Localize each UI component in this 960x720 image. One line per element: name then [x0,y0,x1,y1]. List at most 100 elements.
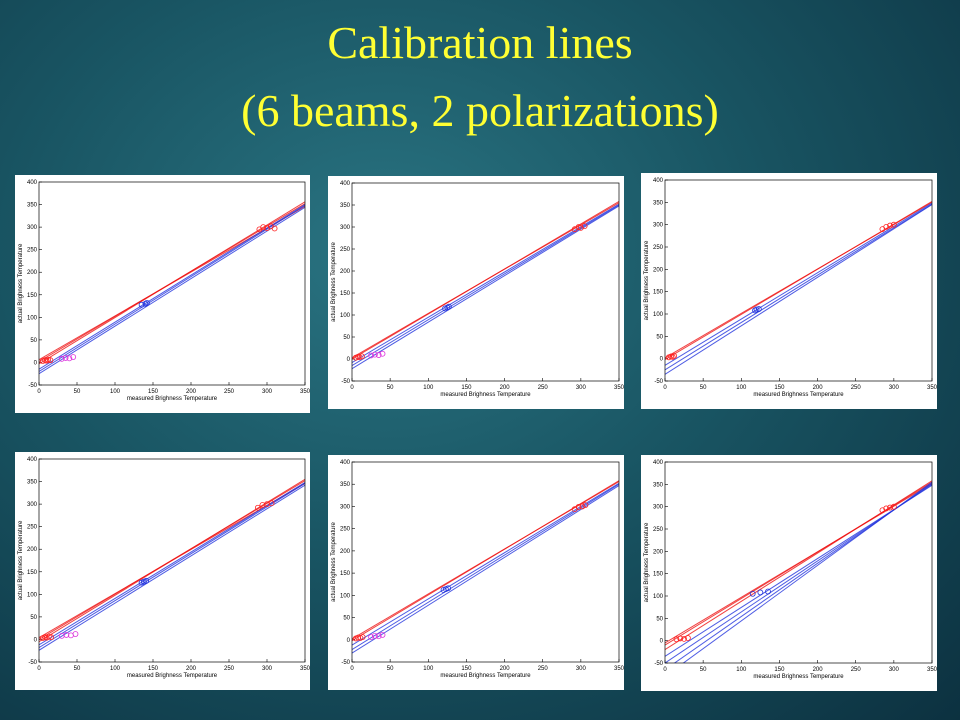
x-tick-label: 300 [889,385,900,391]
calibration-line [665,202,932,366]
data-point [271,225,278,232]
x-tick-label: 350 [927,667,938,673]
y-tick-label: 0 [347,357,351,363]
slide-title: Calibration lines [327,17,633,68]
x-tick-label: 0 [663,385,667,391]
y-tick-label: 100 [653,594,664,600]
data-point [890,503,897,510]
y-tick-label: 300 [27,225,38,231]
x-tick-label: 0 [37,389,41,395]
axes-box [664,461,933,664]
data-point [359,634,366,641]
y-axis-label: actual Brighness Temperature [18,520,24,600]
y-tick-label: 350 [340,482,351,488]
y-tick-label: 50 [30,615,37,621]
data-point [379,631,386,638]
y-tick-label: 150 [27,570,38,576]
y-tick-label: 200 [27,270,38,276]
y-tick-label: -50 [654,661,663,667]
data-point [379,350,386,357]
y-tick-label: 250 [653,527,664,533]
data-point [669,353,676,360]
x-tick-label: 200 [500,666,511,672]
x-axis-label: measured Brighness Temperature [440,673,531,679]
x-tick-label: 350 [300,389,311,395]
y-tick-label: 0 [660,357,664,363]
x-tick-label: 250 [851,385,862,391]
data-point [375,633,382,640]
data-point [142,300,149,307]
data-point [579,503,586,510]
x-tick-label: 350 [614,666,625,672]
x-tick-label: 250 [851,667,862,673]
y-axis-label: actual Brighness Temperature [331,522,337,602]
data-point [887,222,893,229]
y-tick-label: -50 [28,383,37,389]
y-tick-label: -50 [341,660,350,666]
calibration-line [39,206,305,375]
x-axis-label: measured Brighness Temperature [127,673,218,679]
y-tick-label: 200 [27,547,38,553]
y-tick-label: 400 [340,460,351,466]
x-tick-label: 150 [461,385,472,391]
x-tick-label: 100 [736,667,747,673]
x-tick-label: 150 [148,389,159,395]
y-axis-label: actual Brighness Temperature [644,522,650,602]
x-tick-label: 50 [74,666,81,672]
data-point [138,301,145,308]
y-tick-label: 350 [27,203,38,209]
y-tick-label: 300 [27,502,38,508]
x-tick-label: 0 [350,385,354,391]
y-tick-label: 100 [340,313,351,319]
x-tick-label: 300 [262,389,273,395]
x-tick-label: 100 [110,666,121,672]
plot-data [352,480,619,654]
x-tick-label: 100 [423,385,434,391]
x-axis-label: measured Brighness Temperature [753,674,844,680]
calibration-line [39,205,305,372]
axes-box [664,179,933,382]
data-point [671,353,678,359]
data-point [143,577,150,584]
data-point [260,224,267,231]
data-point [371,351,378,358]
y-tick-label: 50 [343,616,350,622]
calibration-line [352,485,619,654]
data-point [62,355,69,361]
axes-box [351,182,620,382]
calibration-line [39,482,305,646]
calibration-line [665,203,932,371]
plot-data [665,480,932,663]
y-tick-label: 300 [340,504,351,510]
y-tick-label: 400 [653,178,664,184]
x-tick-label: 300 [889,667,900,673]
y-tick-label: 250 [340,527,351,533]
x-tick-label: 250 [224,389,235,395]
y-tick-label: 400 [653,460,664,466]
panel-background [641,173,937,409]
x-tick-label: 150 [461,666,472,672]
axes-box [38,181,306,386]
y-tick-label: 200 [653,267,664,273]
data-point [371,632,378,639]
data-point [70,354,77,360]
x-tick-label: 50 [700,667,707,673]
y-tick-label: 150 [27,293,38,299]
y-tick-label: 50 [343,335,350,341]
data-point [575,503,582,510]
y-tick-label: 50 [656,616,663,622]
data-point [58,355,65,362]
calibration-line [352,482,619,646]
data-point [684,635,691,641]
calibration-line [352,201,619,360]
data-point [445,585,452,592]
y-tick-label: 400 [27,180,38,186]
data-point [887,504,893,511]
x-axis-label: measured Brighness Temperature [753,392,844,398]
data-point [757,589,764,596]
